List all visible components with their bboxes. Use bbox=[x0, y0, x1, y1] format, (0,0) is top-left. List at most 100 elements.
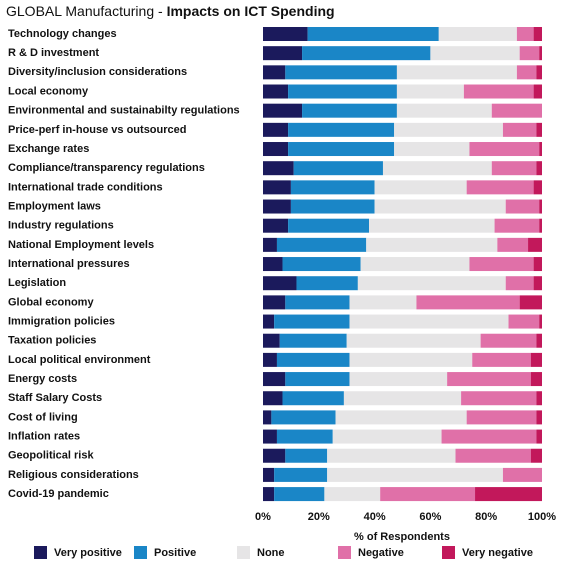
bar-segment bbox=[505, 276, 534, 291]
bar-segment bbox=[263, 429, 277, 444]
bar-segment bbox=[290, 199, 375, 214]
bar-segment bbox=[274, 487, 325, 502]
legend-swatch bbox=[237, 546, 250, 559]
bar-segment bbox=[279, 333, 347, 348]
bar-segment bbox=[335, 410, 467, 425]
legend-swatch bbox=[134, 546, 147, 559]
bar-segment bbox=[282, 391, 344, 406]
bar-segment bbox=[530, 372, 542, 387]
bar-segment bbox=[380, 487, 476, 502]
bar-segment bbox=[491, 161, 537, 176]
bar-segment bbox=[302, 46, 431, 61]
x-tick-label: 60% bbox=[419, 511, 441, 523]
bar-segment bbox=[502, 122, 537, 137]
bar-segment bbox=[288, 122, 395, 137]
bar-segment bbox=[469, 142, 540, 157]
bar-segment bbox=[288, 84, 397, 99]
bar-segment bbox=[396, 103, 492, 118]
bar-segment bbox=[263, 46, 303, 61]
bar-segment bbox=[516, 27, 534, 41]
bar-segment bbox=[466, 410, 537, 425]
bar-segment bbox=[263, 314, 275, 329]
bar-segment bbox=[475, 487, 542, 502]
bar-segment bbox=[536, 122, 542, 137]
bar-segment bbox=[369, 218, 495, 233]
bar-segment bbox=[508, 314, 540, 329]
bar-segment bbox=[472, 352, 531, 367]
bar-segment bbox=[533, 27, 542, 41]
legend-label: Positive bbox=[154, 547, 196, 559]
bar-segment bbox=[263, 180, 291, 195]
category-label: Immigration policies bbox=[8, 315, 115, 327]
category-label: Taxation policies bbox=[8, 335, 96, 347]
bar-segment bbox=[539, 218, 542, 233]
bar-segment bbox=[263, 218, 289, 233]
bar-segment bbox=[346, 333, 481, 348]
bar-segment bbox=[469, 257, 534, 272]
category-label: Exchange rates bbox=[8, 143, 89, 155]
bar-segment bbox=[447, 372, 531, 387]
category-label: Industry regulations bbox=[8, 220, 114, 232]
category-label: International pressures bbox=[8, 258, 130, 270]
category-label: National Employment levels bbox=[8, 239, 154, 251]
bar-segment bbox=[539, 314, 542, 329]
category-label: Religious considerations bbox=[8, 469, 139, 481]
bar-segment bbox=[519, 46, 540, 61]
bar-segment bbox=[497, 237, 529, 252]
legend-swatch bbox=[442, 546, 455, 559]
bar-segment bbox=[530, 448, 542, 463]
bar-segment bbox=[327, 448, 456, 463]
bar-segment bbox=[285, 295, 350, 310]
bar-segment bbox=[276, 352, 350, 367]
bar-segment bbox=[536, 65, 542, 80]
bar-segment bbox=[324, 487, 381, 502]
bar-segment bbox=[285, 372, 350, 387]
bar-segment bbox=[533, 84, 542, 99]
bar-segment bbox=[263, 276, 297, 291]
legend-swatch bbox=[338, 546, 351, 559]
category-label: Local political environment bbox=[8, 354, 151, 366]
bar-segment bbox=[533, 257, 542, 272]
bar-segment bbox=[394, 122, 503, 137]
chart-title: GLOBAL Manufacturing - bbox=[6, 3, 163, 19]
bar-segment bbox=[263, 372, 286, 387]
bar-segment bbox=[505, 199, 540, 214]
bar-segment bbox=[533, 180, 542, 195]
bar-segment bbox=[263, 352, 277, 367]
category-label: Legislation bbox=[8, 277, 66, 289]
bar-segment bbox=[374, 199, 506, 214]
bar-segment bbox=[288, 142, 395, 157]
category-label: Technology changes bbox=[8, 28, 117, 40]
legend-label: Very positive bbox=[54, 547, 122, 559]
bar-segment bbox=[463, 84, 534, 99]
bar-segment bbox=[396, 65, 517, 80]
category-label: Environmental and sustainabilty regulati… bbox=[8, 105, 240, 117]
bar-segment bbox=[263, 391, 283, 406]
bar-segment bbox=[274, 467, 328, 482]
bar-segment bbox=[302, 103, 397, 118]
bar-segment bbox=[441, 429, 537, 444]
bar-segment bbox=[263, 487, 275, 502]
bar-segment bbox=[539, 199, 542, 214]
bar-segment bbox=[438, 27, 517, 41]
bar-segment bbox=[461, 391, 537, 406]
bar-segment bbox=[296, 276, 358, 291]
category-label: Inflation rates bbox=[8, 430, 80, 442]
bar-segment bbox=[502, 467, 542, 482]
bar-segment bbox=[263, 161, 294, 176]
bar-segment bbox=[263, 65, 286, 80]
bar-segment bbox=[536, 161, 542, 176]
bar-segment bbox=[288, 218, 370, 233]
bar-segment bbox=[528, 237, 542, 252]
bar-segment bbox=[349, 352, 473, 367]
bar-segment bbox=[382, 161, 492, 176]
bar-segment bbox=[293, 161, 383, 176]
category-label: Cost of living bbox=[8, 411, 78, 423]
bar-segment bbox=[394, 142, 470, 157]
category-label: Energy costs bbox=[8, 373, 77, 385]
bar-segment bbox=[455, 448, 531, 463]
category-label: Compliance/transparency regulations bbox=[8, 162, 205, 174]
bar-segment bbox=[263, 448, 286, 463]
category-label: Geopolitical risk bbox=[8, 450, 94, 462]
